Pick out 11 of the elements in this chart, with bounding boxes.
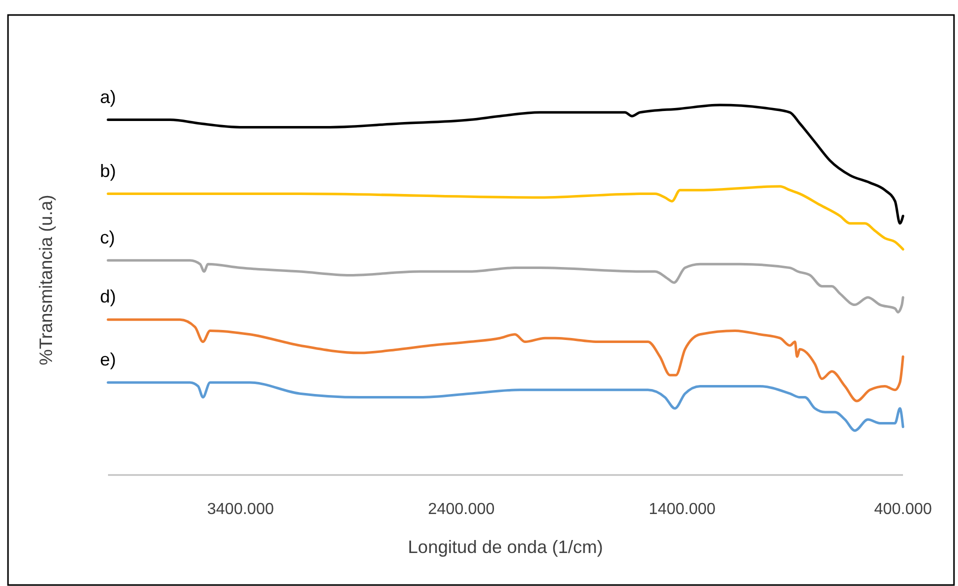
series-label: c): [100, 227, 115, 248]
x-tick-label: 400.000: [874, 501, 932, 518]
series-label: b): [100, 160, 116, 181]
series-label: a): [100, 86, 116, 107]
series-label: d): [100, 286, 116, 307]
x-tick-label: 1400.000: [648, 501, 716, 518]
x-tick-label: 3400.000: [207, 501, 274, 518]
x-tick-label: 2400.000: [428, 501, 495, 518]
y-axis-title: %Transmitancia (u.a): [36, 194, 56, 366]
x-axis-title: Longitud de onda (1/cm): [408, 537, 604, 557]
series-label: e): [100, 350, 116, 370]
